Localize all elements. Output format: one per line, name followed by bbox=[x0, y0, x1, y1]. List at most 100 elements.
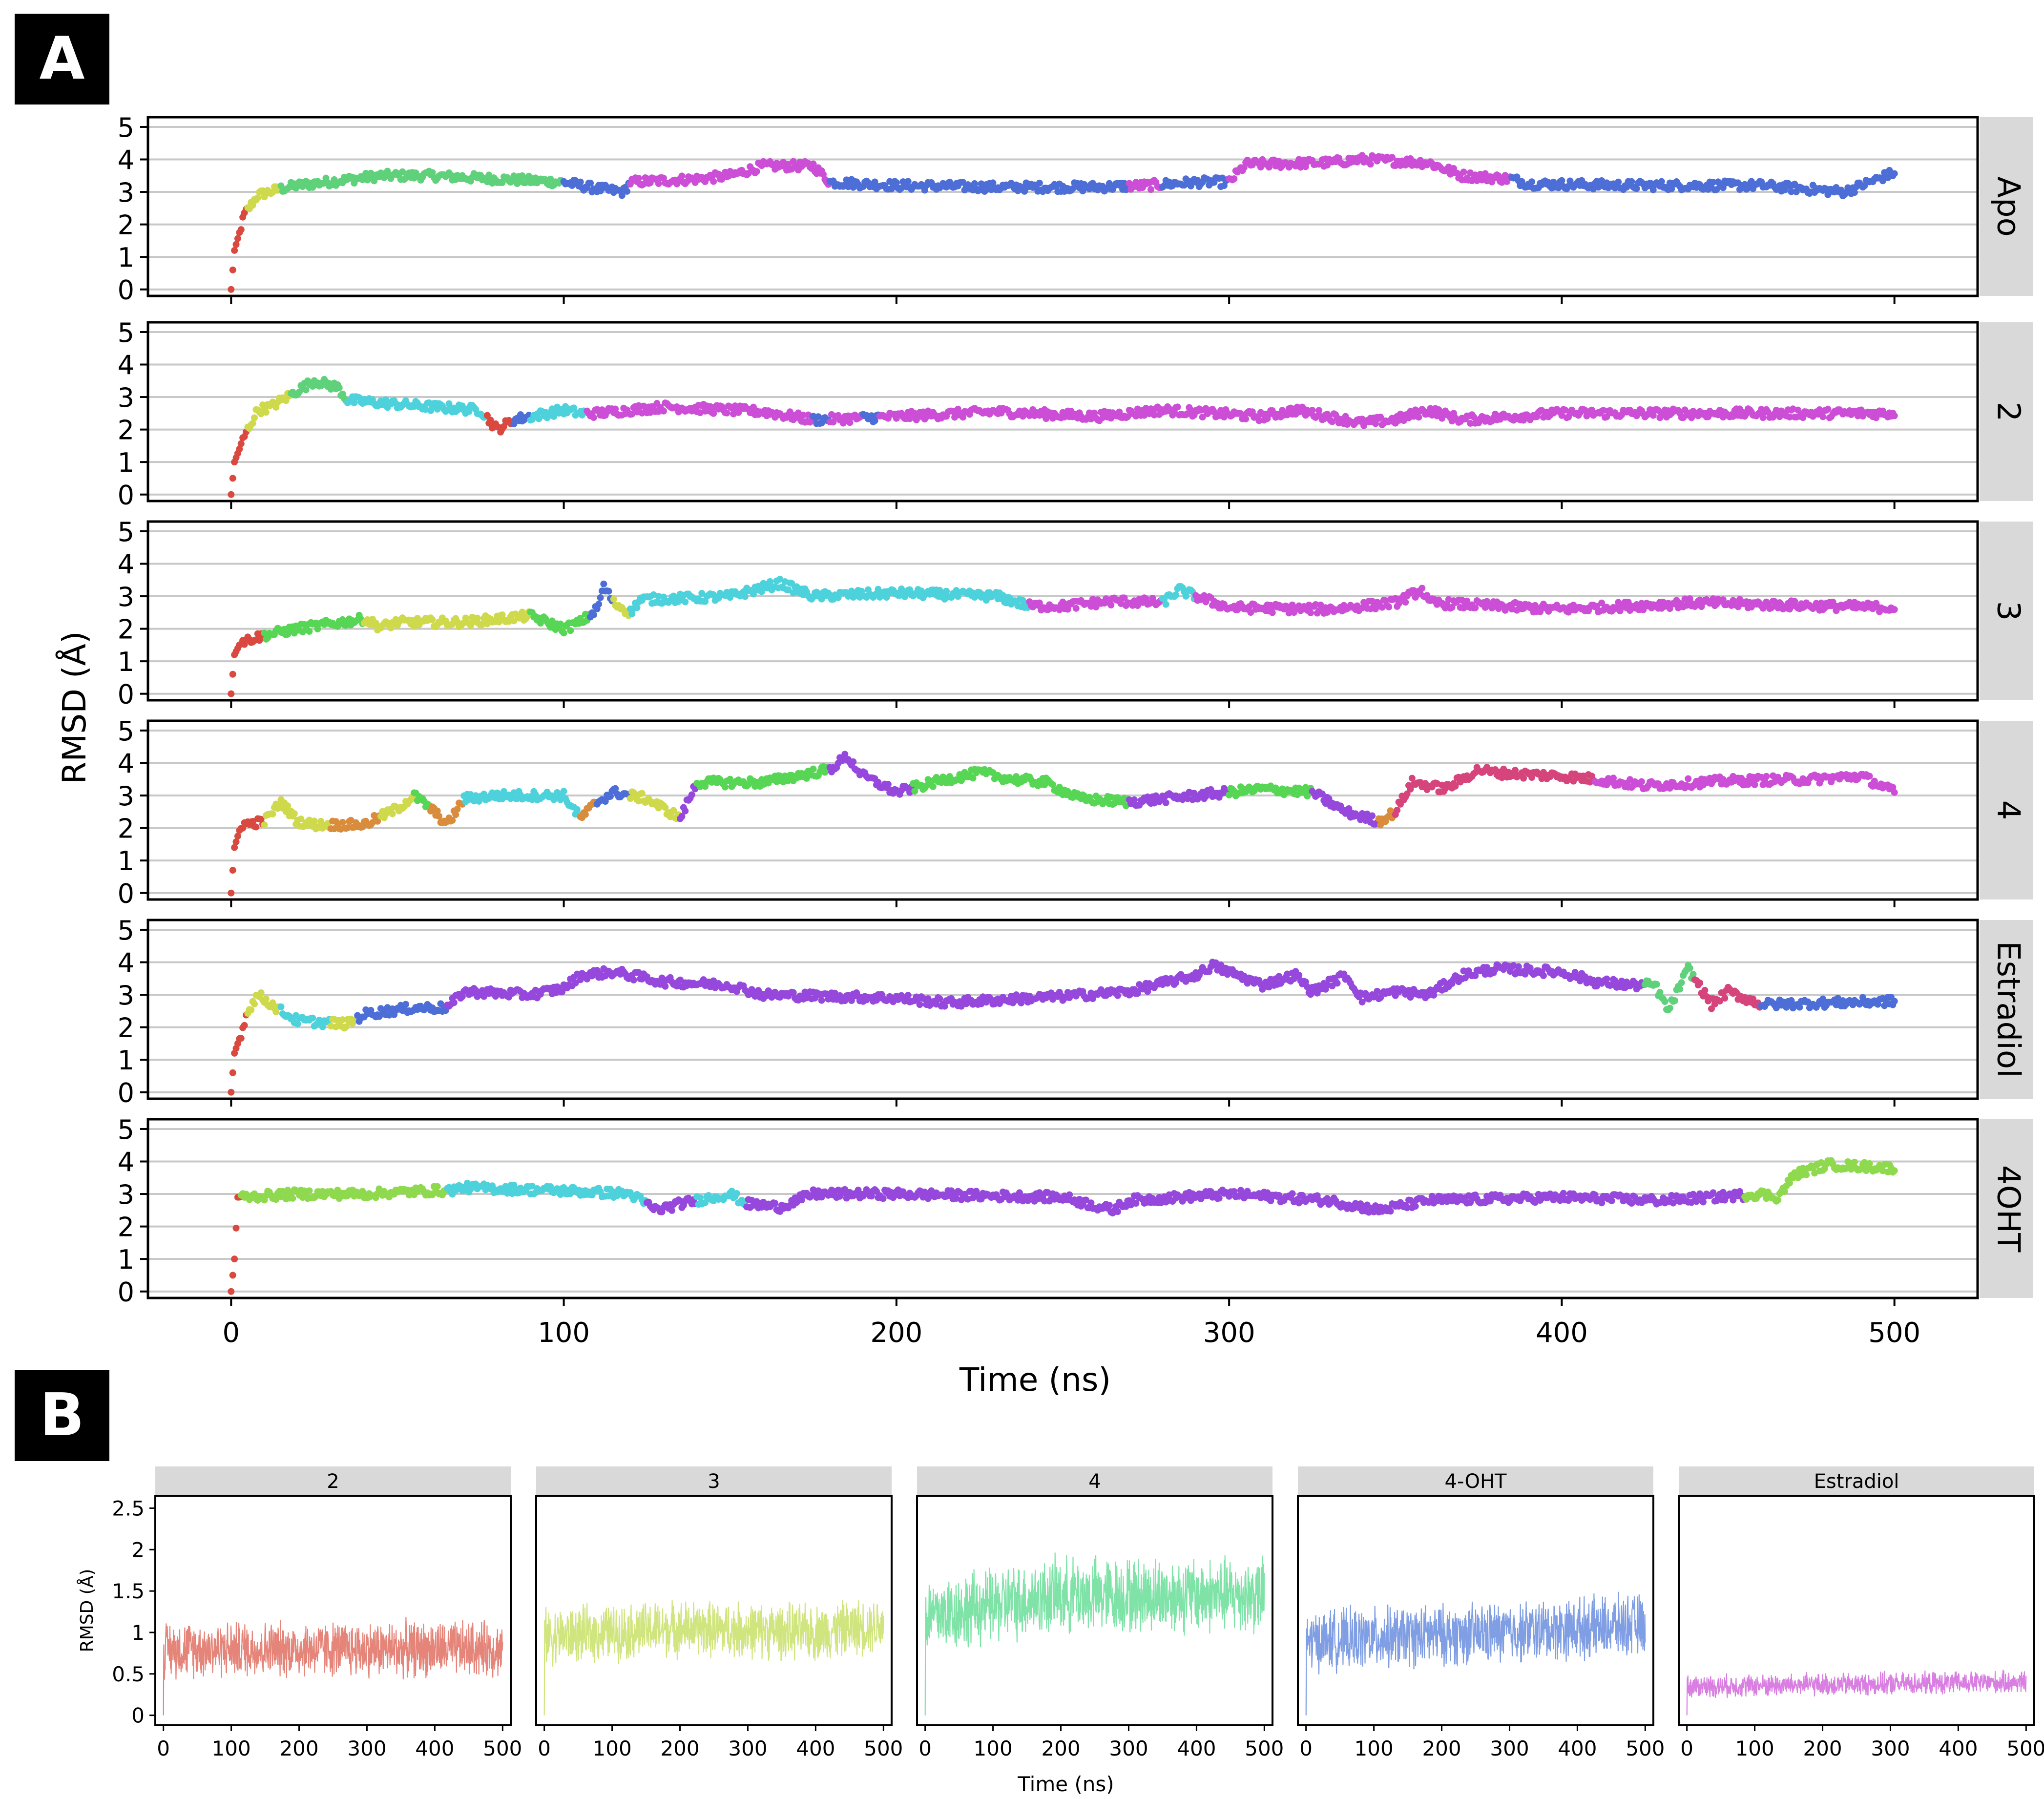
data-point bbox=[1460, 168, 1467, 176]
data-point bbox=[1633, 185, 1640, 192]
data-point bbox=[436, 813, 443, 820]
y-tick-label: 5 bbox=[118, 716, 134, 747]
panel-label-a: A bbox=[15, 14, 109, 105]
data-point bbox=[688, 791, 695, 798]
data-point bbox=[682, 807, 689, 815]
data-point bbox=[251, 414, 258, 421]
data-point bbox=[1658, 178, 1665, 185]
data-point bbox=[248, 1006, 255, 1014]
data-point bbox=[311, 817, 318, 825]
data-point bbox=[547, 175, 554, 183]
data-point bbox=[810, 765, 817, 773]
panel-label-b: B bbox=[15, 1370, 109, 1461]
data-point bbox=[1334, 980, 1341, 987]
data-point bbox=[1824, 191, 1832, 198]
data-point bbox=[722, 783, 729, 791]
data-point bbox=[682, 598, 689, 606]
data-point bbox=[595, 601, 603, 608]
data-point bbox=[567, 627, 574, 634]
y-tick-label: 5 bbox=[118, 915, 134, 946]
y-tick-label: 3 bbox=[118, 980, 134, 1011]
data-point bbox=[662, 983, 669, 990]
data-point bbox=[590, 414, 597, 421]
data-point bbox=[234, 235, 241, 242]
data-point bbox=[232, 241, 240, 248]
data-point bbox=[269, 810, 276, 817]
data-point bbox=[846, 419, 854, 426]
y-tick-label: 0 bbox=[118, 1078, 134, 1109]
data-point bbox=[236, 445, 243, 453]
data-point bbox=[1819, 413, 1827, 420]
data-point bbox=[605, 587, 612, 595]
data-point bbox=[790, 158, 797, 165]
data-point bbox=[600, 580, 607, 587]
y-tick-label: 1 bbox=[118, 1045, 134, 1076]
data-point bbox=[1242, 415, 1250, 422]
data-point bbox=[1418, 585, 1426, 592]
data-point bbox=[741, 593, 749, 600]
facet-strip-label: Apo bbox=[1990, 176, 2026, 237]
data-point bbox=[971, 180, 978, 187]
facet-strip bbox=[1980, 322, 2033, 501]
data-point bbox=[228, 286, 235, 293]
data-point bbox=[1231, 175, 1238, 183]
data-point bbox=[710, 410, 717, 417]
data-point bbox=[830, 418, 837, 426]
y-tick-label: 2 bbox=[118, 1013, 134, 1044]
data-point bbox=[1187, 406, 1194, 414]
data-point bbox=[1891, 789, 1898, 796]
y-tick-label: 4 bbox=[118, 145, 134, 176]
data-point bbox=[1315, 407, 1323, 414]
data-point bbox=[731, 402, 739, 410]
data-point bbox=[1528, 178, 1536, 186]
data-point bbox=[1369, 812, 1376, 819]
data-point bbox=[850, 184, 857, 191]
data-point bbox=[228, 1088, 235, 1096]
data-point bbox=[1309, 407, 1316, 414]
y-tick-label: 3 bbox=[118, 582, 134, 612]
data-point bbox=[499, 179, 506, 186]
y-tick-label: 2 bbox=[118, 210, 134, 241]
data-point bbox=[1710, 179, 1717, 186]
data-point bbox=[1558, 177, 1565, 184]
y-tick-label: 3 bbox=[118, 781, 134, 812]
data-point bbox=[913, 416, 920, 423]
data-point bbox=[1472, 604, 1479, 611]
y-tick-label: 4 bbox=[118, 549, 134, 580]
data-point bbox=[351, 399, 358, 406]
facet-strip-label: 4 bbox=[1990, 800, 2026, 820]
data-point bbox=[291, 810, 298, 817]
data-point bbox=[249, 202, 256, 209]
data-point bbox=[624, 188, 631, 195]
data-point bbox=[630, 976, 637, 983]
data-point bbox=[707, 403, 714, 410]
data-point bbox=[1049, 781, 1057, 788]
data-point bbox=[612, 405, 619, 413]
data-point bbox=[1099, 414, 1106, 421]
y-tick-label: 5 bbox=[118, 112, 134, 143]
data-point bbox=[597, 594, 604, 601]
data-point bbox=[229, 670, 236, 678]
data-point bbox=[610, 595, 617, 603]
data-point bbox=[904, 178, 912, 185]
y-tick-label: 1 bbox=[118, 242, 134, 273]
data-point bbox=[893, 179, 900, 187]
data-point bbox=[1866, 773, 1873, 780]
data-point bbox=[1162, 799, 1169, 806]
data-point bbox=[302, 386, 310, 394]
data-point bbox=[257, 989, 265, 997]
y-tick-label: 5 bbox=[118, 317, 134, 348]
data-point bbox=[786, 408, 793, 416]
data-point bbox=[1402, 599, 1409, 606]
data-point bbox=[1249, 408, 1256, 416]
data-point bbox=[1719, 184, 1727, 191]
data-point bbox=[904, 992, 912, 999]
data-point bbox=[633, 604, 641, 611]
facet-strip-label: Estradiol bbox=[1990, 941, 2026, 1078]
data-point bbox=[1603, 975, 1610, 983]
data-point bbox=[465, 408, 473, 415]
data-point bbox=[450, 999, 458, 1006]
data-point bbox=[635, 175, 642, 182]
data-point bbox=[929, 783, 937, 790]
